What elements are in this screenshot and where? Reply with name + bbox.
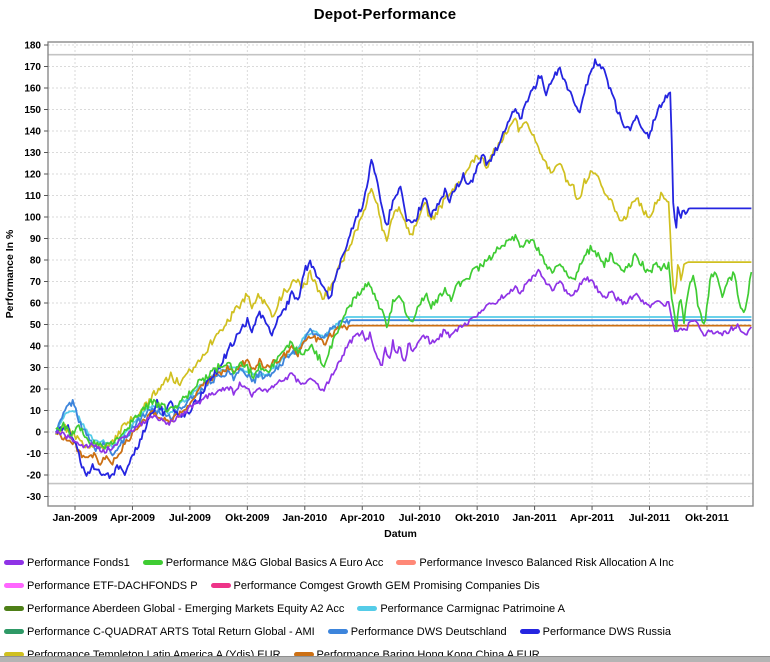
legend-swatch-icon [327,629,348,634]
y-tick-label: 90 [30,234,42,245]
legend-swatch-icon [4,606,24,611]
legend-label: Performance Carmignac Patrimoine A [380,602,565,615]
legend-label: Performance Aberdeen Global - Emerging M… [27,602,345,615]
legend-item: Performance M&G Global Basics A Euro Acc [142,556,384,569]
legend-row: Performance Fonds1 Performance M&G Global… [4,551,766,574]
legend-item: Performance DWS Deutschland [327,625,507,638]
legend-swatch-icon [4,583,24,588]
x-tick-label: Apr-2009 [110,512,155,524]
y-tick-label: 150 [24,105,41,116]
legend-swatch-icon [357,606,378,611]
x-tick-label: Jul-2011 [629,512,671,524]
legend-label: Performance ETF-DACHFONDS P [27,579,198,592]
x-tick-label: Jul-2010 [399,512,441,524]
x-tick-label: Jul-2009 [169,512,211,524]
x-tick-label: Okt-2011 [685,512,729,524]
y-tick-label: 160 [24,84,41,95]
series-line-0 [55,316,752,449]
y-tick-label: 170 [24,62,41,73]
x-tick-label: Jan-2010 [282,512,327,524]
y-tick-label: 60 [30,299,42,310]
y-tick-label: 30 [30,363,42,374]
y-tick-label: 50 [30,320,42,331]
legend-label: Performance Invesco Balanced Risk Alloca… [419,556,674,569]
legend-item: Performance Invesco Balanced Risk Alloca… [396,556,674,569]
legend-item: Performance Comgest Growth GEM Promising… [210,579,540,592]
y-tick-label: 100 [24,213,41,224]
legend-swatch-icon [4,652,24,657]
legend-swatch-icon [4,629,24,634]
series-line-5 [55,233,753,450]
performance-chart: 1801701601501401301201101009080706050403… [4,41,754,540]
series-line-4 [55,58,752,480]
y-tick-label: 140 [24,127,41,138]
legend: Performance Fonds1 Performance M&G Global… [4,551,766,662]
y-tick-label: 40 [30,342,42,353]
series-line-3 [55,117,752,451]
legend-label: Performance Comgest Growth GEM Promising… [233,579,540,592]
plot-border [47,41,754,507]
legend-item: Performance Carmignac Patrimoine A [357,603,565,615]
legend-swatch-icon [4,560,24,565]
y-tick-label: 110 [25,191,42,202]
y-tick-label: -20 [27,471,42,482]
legend-item: Performance Fonds1 [4,557,130,569]
y-tick-label: 10 [30,406,42,417]
y-tick-label: -30 [27,492,42,503]
legend-label: Performance DWS Deutschland [350,625,507,638]
y-tick-label: 0 [35,428,41,439]
legend-swatch-icon [142,560,163,565]
legend-item: Performance C-QUADRAT ARTS Total Return … [4,626,315,638]
y-tick-label: 20 [30,385,42,396]
legend-row: Performance Aberdeen Global - Emerging M… [4,597,766,620]
window-bottom-edge [0,656,770,662]
legend-row: Performance ETF-DACHFONDS P Performance C… [4,574,766,597]
x-axis-title: Datum [384,528,417,540]
x-tick-label: Jan-2009 [53,512,98,524]
legend-item: Performance Aberdeen Global - Emerging M… [4,603,344,615]
legend-swatch-icon [210,583,231,588]
legend-label: Performance C-QUADRAT ARTS Total Return … [27,625,315,638]
series-line-1 [55,318,752,457]
y-axis-title: Performance In % [4,229,16,318]
series-line-6 [55,268,753,454]
legend-item: Performance ETF-DACHFONDS P [4,580,198,592]
legend-label: Performance Fonds1 [27,556,130,569]
y-tick-label: -10 [27,449,42,460]
y-tick-label: 120 [24,170,41,181]
x-tick-label: Apr-2010 [340,512,385,524]
legend-swatch-icon [396,560,417,565]
legend-label: Performance DWS Russia [542,625,672,638]
y-tick-label: 80 [30,256,42,267]
legend-swatch-icon [519,629,540,634]
legend-row: Performance C-QUADRAT ARTS Total Return … [4,620,766,643]
x-tick-label: Jan-2011 [512,512,557,524]
legend-swatch-icon [293,652,314,657]
x-tick-label: Apr-2011 [570,512,615,524]
legend-label: Performance M&G Global Basics A Euro Acc [165,556,384,569]
chart-title: Depot-Performance [313,6,457,23]
x-tick-label: Okt-2009 [225,512,270,524]
y-tick-label: 70 [30,277,42,288]
y-tick-label: 130 [24,148,41,159]
y-tick-label: 180 [24,41,41,52]
legend-item: Performance DWS Russia [519,625,672,638]
x-tick-label: Okt-2010 [455,512,500,524]
